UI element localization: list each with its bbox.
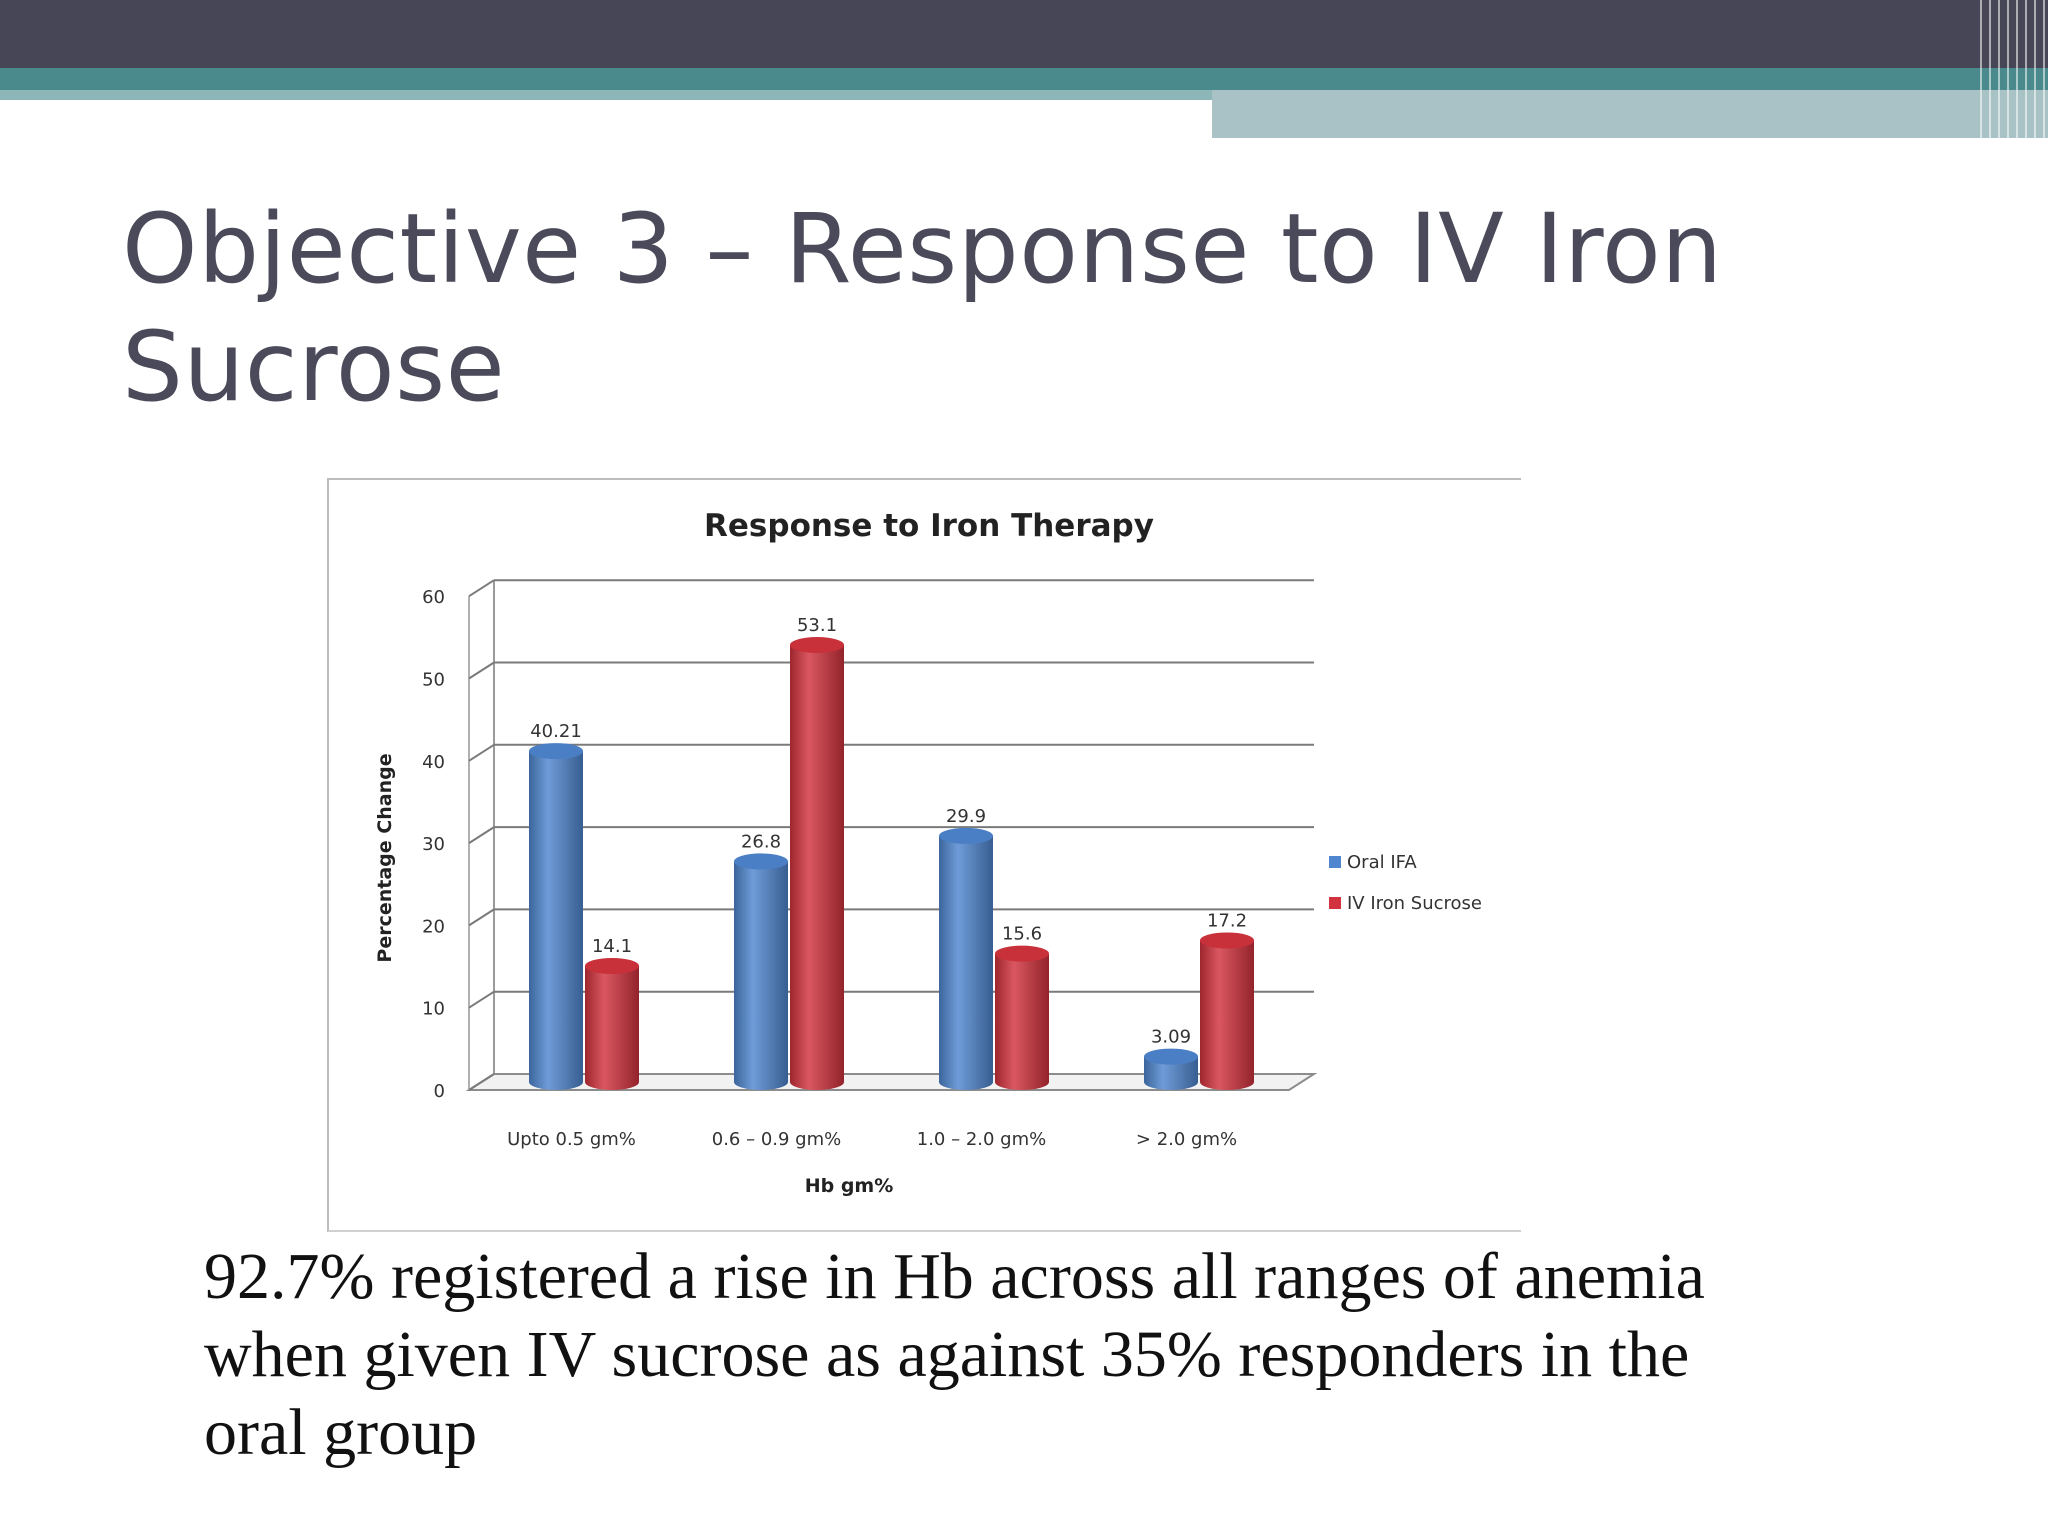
slide-caption: 92.7% registered a rise in Hb across all… [204,1238,2004,1472]
caption-line-1: 92.7% registered a rise in Hb across all… [204,1240,1705,1313]
slide-title-line-2: Sucrose [122,311,506,423]
bar-body [529,751,583,1090]
gridline-side [468,579,495,598]
data-label: 26.8 [741,831,781,852]
bar-top [790,636,844,653]
x-tick-label: Upto 0.5 gm% [507,1129,636,1150]
y-tick-label: 50 [422,670,445,691]
data-label: 29.9 [946,806,986,827]
bar-iv-iron-sucrose [1200,932,1254,1090]
header-band-dark [0,0,2048,68]
bar-top [1200,932,1254,949]
chart-title: Response to Iron Therapy [704,508,1154,544]
y-tick-label: 10 [422,999,445,1020]
bar-top [529,743,583,760]
data-label: 53.1 [797,615,837,636]
data-label: 40.21 [530,721,582,742]
bar-iv-iron-sucrose [995,945,1049,1090]
header-band-teal-thin [0,90,1212,100]
bar-body [585,965,639,1090]
chart-xlabel: Hb gm% [805,1175,894,1197]
gridline-side [468,826,495,844]
bar-body [995,953,1049,1090]
caption-line-2: when given IV sucrose as against 35% res… [204,1318,1690,1391]
chart-frame: Response to Iron Therapy Hb gm% Percenta… [327,478,1521,1232]
x-tick-label: > 2.0 gm% [1136,1129,1237,1150]
chart-legend: Oral IFA IV Iron Sucrose [1329,852,1482,914]
gridline-side [468,908,495,927]
bar-body [734,861,788,1090]
data-label: 15.6 [1002,924,1042,945]
header-band-light [1212,90,2048,138]
bar-chart: Response to Iron Therapy Hb gm% Percenta… [374,508,1482,1197]
gridline-side [468,661,495,680]
bar-body [939,835,993,1090]
header-band-teal [0,68,2048,90]
bar-body [1200,940,1254,1090]
y-axis-ticks: 0 10 20 30 40 50 60 [422,587,445,1102]
legend-label: IV Iron Sucrose [1347,893,1482,914]
slide-title-line-1: Objective 3 – Response to IV Iron [122,193,1723,305]
gridline-side [468,1073,495,1091]
bar-top [1144,1048,1198,1065]
x-tick-label: 1.0 – 2.0 gm% [917,1129,1046,1150]
bar-body [1144,1056,1198,1090]
y-tick-label: 60 [422,587,445,608]
chart-bars [529,636,1254,1090]
chart-ylabel: Percentage Change [374,753,396,962]
caption-line-3: oral group [204,1396,478,1469]
bar-body [790,644,844,1090]
gridline-side [468,990,495,1009]
slide-title: Objective 3 – Response to IV Iron Sucros… [122,190,1842,426]
chart-grid [465,579,1318,1091]
bar-iv-iron-sucrose [790,636,844,1090]
bar-top [585,957,639,974]
y-tick-label: 40 [422,752,445,773]
legend-label: Oral IFA [1347,852,1417,873]
data-label: 17.2 [1207,910,1247,931]
bar-oral-ifa [1144,1048,1198,1090]
y-tick-label: 0 [434,1081,445,1102]
data-label: 3.09 [1151,1027,1191,1048]
bar-iv-iron-sucrose [585,957,639,1090]
bar-top [939,827,993,844]
bar-top [995,945,1049,962]
data-labels: 40.21 14.1 26.8 53.1 29.9 15.6 3.09 17.2 [530,615,1247,1048]
bar-oral-ifa [734,853,788,1090]
x-axis-ticks: Upto 0.5 gm% 0.6 – 0.9 gm% 1.0 – 2.0 gm% > … [507,1129,1237,1150]
x-tick-label: 0.6 – 0.9 gm% [712,1129,841,1150]
data-label: 14.1 [592,936,632,957]
header-edge-lines [1980,0,2048,138]
bar-top [734,853,788,870]
legend-swatch [1329,897,1341,909]
legend-swatch [1329,856,1341,868]
y-tick-label: 30 [422,834,445,855]
y-tick-label: 20 [422,916,445,937]
bar-oral-ifa [939,827,993,1090]
gridline-side [468,743,495,762]
bar-oral-ifa [529,743,583,1090]
